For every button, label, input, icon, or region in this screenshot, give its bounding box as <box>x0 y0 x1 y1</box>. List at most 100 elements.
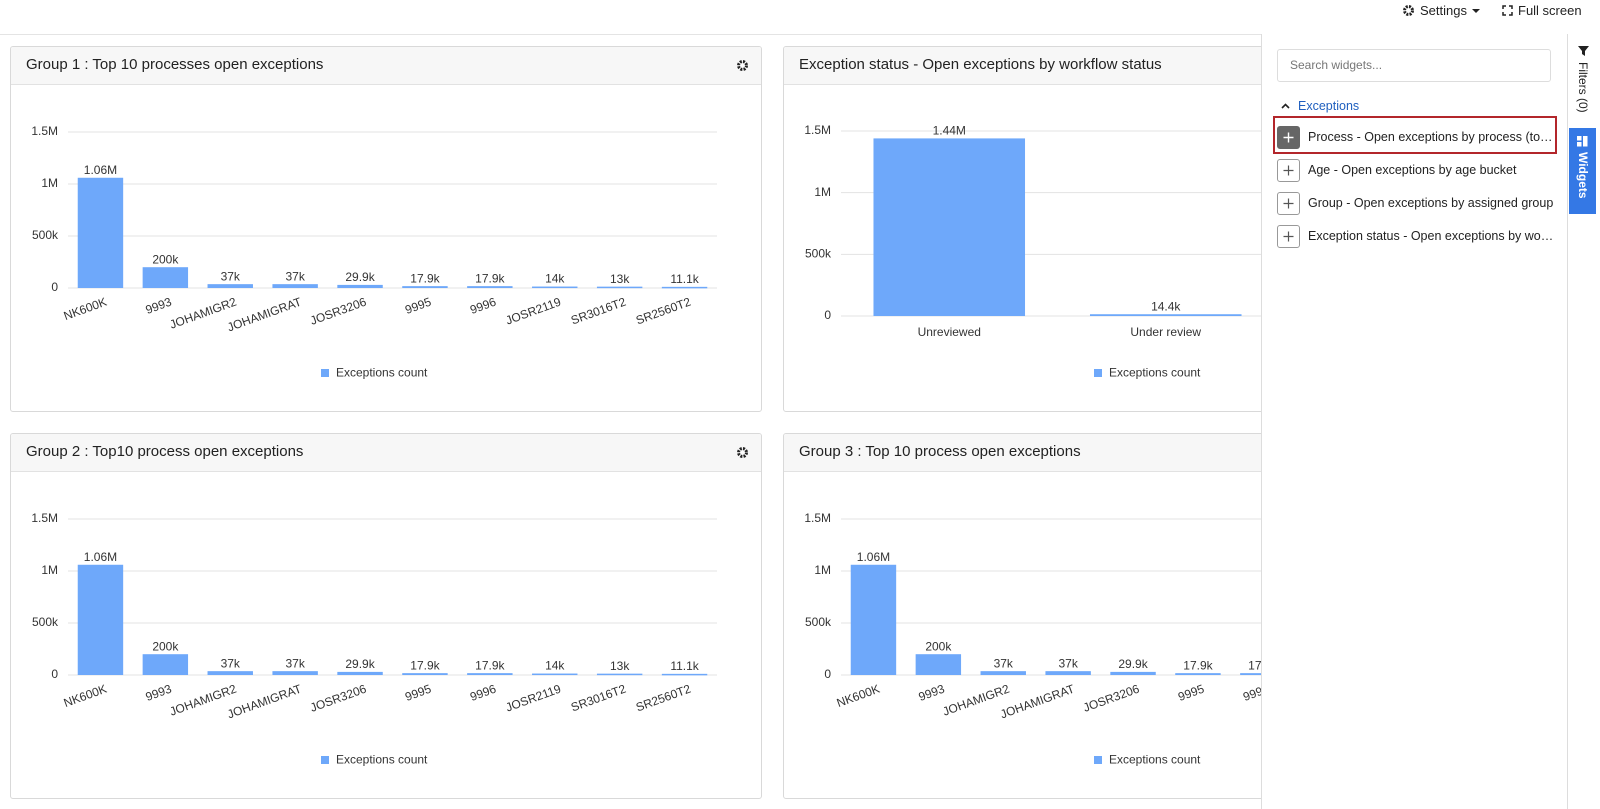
panel-header: Group 2 : Top10 process open exceptions <box>11 434 761 472</box>
value-label: 17.9k <box>410 658 440 672</box>
bar <box>1089 314 1242 316</box>
bar <box>207 671 253 675</box>
value-label: 29.9k <box>345 270 375 284</box>
panel-title: Group 3 : Top 10 process open exceptions <box>799 443 1081 460</box>
widgets-sidebar: Search widgets... Exceptions Process - O… <box>1261 34 1568 809</box>
y-tick-label: 0 <box>51 667 58 681</box>
panel-settings[interactable] <box>736 446 749 459</box>
x-tick-label: 9995 <box>403 295 433 317</box>
y-tick-label: 0 <box>824 308 831 322</box>
bar <box>1110 671 1156 675</box>
bar <box>467 673 513 675</box>
legend-label: Exceptions count <box>336 753 428 767</box>
widget-item-label: Exception status - Open exceptions by wo… <box>1308 229 1554 243</box>
x-tick-label: SR2560T2 <box>634 295 693 328</box>
legend-label: Exceptions count <box>1109 366 1201 380</box>
value-label: 14k <box>545 659 565 673</box>
bar <box>532 673 578 676</box>
add-button[interactable] <box>1277 191 1300 215</box>
section-toggle[interactable]: Exceptions <box>1281 99 1359 113</box>
bar <box>532 286 578 289</box>
bar <box>77 177 124 288</box>
x-tick-label: SR2560T2 <box>634 682 693 715</box>
value-label: 17.9k <box>1183 658 1213 672</box>
value-label: 37k <box>221 269 241 283</box>
value-label: 11.1k <box>670 272 699 286</box>
widget-item[interactable]: Process - Open exceptions by process (to… <box>1277 125 1553 149</box>
widget-item[interactable]: Group - Open exceptions by assigned grou… <box>1277 191 1553 215</box>
y-tick-label: 1.5M <box>31 124 58 138</box>
x-tick-label: JOSR3206 <box>308 682 368 715</box>
x-tick-label: Unreviewed <box>918 325 981 339</box>
x-tick-label: 9993 <box>144 682 174 704</box>
x-tick-label: 9995 <box>403 682 433 704</box>
widget-item-label: Group - Open exceptions by assigned grou… <box>1308 196 1554 210</box>
bar <box>850 564 897 675</box>
gear-icon <box>1403 5 1414 16</box>
value-label: 37k <box>994 656 1014 670</box>
filter-icon <box>1578 46 1589 56</box>
y-tick-label: 1.5M <box>31 511 58 525</box>
x-tick-label: JOSR2119 <box>504 295 563 328</box>
x-tick-label: NK600K <box>62 682 109 710</box>
value-label: 37k <box>285 269 305 283</box>
value-label: 17.9k <box>410 271 440 285</box>
y-tick-label: 1M <box>814 563 831 577</box>
widgets-tab-label: Widgets <box>1576 152 1590 199</box>
legend-swatch <box>321 369 329 377</box>
bar <box>1175 673 1221 675</box>
widget-item-label: Process - Open exceptions by process (to… <box>1308 130 1553 144</box>
value-label: 11.1k <box>670 659 699 673</box>
legend-swatch <box>1094 369 1102 377</box>
full-screen-button[interactable]: Full screen <box>1502 3 1582 18</box>
value-label: 200k <box>925 639 952 653</box>
value-label: 29.9k <box>345 657 375 671</box>
x-tick-label: 9996 <box>468 295 498 317</box>
add-button[interactable] <box>1277 158 1300 182</box>
x-tick-label: Under review <box>1130 325 1201 339</box>
add-button[interactable] <box>1277 224 1300 248</box>
caret-icon <box>1471 8 1480 13</box>
bar <box>1045 671 1091 675</box>
toolbar: Settings Full screen <box>0 0 1600 35</box>
add-button[interactable] <box>1277 125 1300 149</box>
x-tick-label: JOSR2119 <box>504 682 563 715</box>
value-label: 1.06M <box>857 550 890 564</box>
value-label: 1.06M <box>84 550 117 564</box>
full-screen-label: Full screen <box>1518 3 1582 18</box>
panel-settings[interactable] <box>736 59 749 72</box>
bar <box>402 673 448 675</box>
filters-tab[interactable]: Filters (0) <box>1576 62 1590 113</box>
y-tick-label: 500k <box>32 228 59 242</box>
widget-item[interactable]: Exception status - Open exceptions by wo… <box>1277 224 1553 248</box>
widget-panel: Group 2 : Top10 process open exceptions … <box>10 433 762 799</box>
widget-item[interactable]: Age - Open exceptions by age bucket <box>1277 158 1516 182</box>
x-tick-label: 9995 <box>1176 682 1206 704</box>
chart: 0 500k 1M 1.5M Unreviewed Under review 1.44M 14… <box>804 123 1274 380</box>
bar <box>873 138 1026 316</box>
x-tick-label: SR3016T2 <box>569 682 628 715</box>
widgets-tab[interactable]: Widgets <box>1569 128 1596 214</box>
value-label: 14.4k <box>1151 299 1181 313</box>
highlight-box <box>1273 116 1557 154</box>
value-label: 17.9k <box>475 271 505 285</box>
legend-label: Exceptions count <box>336 366 428 380</box>
y-tick-label: 1M <box>41 176 58 190</box>
bar <box>402 286 448 288</box>
section-label: Exceptions <box>1298 99 1360 113</box>
x-tick-label: SR3016T2 <box>569 295 628 328</box>
value-label: 1.06M <box>84 163 117 177</box>
bar <box>915 654 962 675</box>
y-tick-label: 500k <box>805 247 832 261</box>
panel-title: Exception status - Open exceptions by wo… <box>799 56 1162 73</box>
bar <box>272 284 318 288</box>
value-label: 13k <box>610 659 630 673</box>
bar <box>661 673 708 676</box>
bar <box>337 671 383 675</box>
search-input[interactable]: Search widgets... <box>1277 49 1551 82</box>
x-tick-label: JOHAMIGRAT <box>225 294 304 334</box>
side-tabs: Filters (0) Widgets <box>1567 34 1600 809</box>
settings-button[interactable]: Settings <box>1402 3 1480 18</box>
